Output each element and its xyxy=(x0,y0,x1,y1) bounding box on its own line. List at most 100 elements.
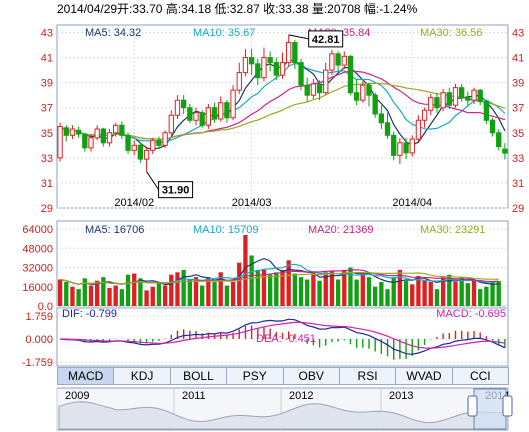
volume-tick-label: 16000 xyxy=(22,282,53,294)
price-tick-right: 29 xyxy=(512,203,524,215)
volume-bar xyxy=(107,287,112,306)
overview-area xyxy=(58,401,507,430)
volume-bar xyxy=(422,280,427,306)
volume-bar xyxy=(385,289,390,306)
candle-body xyxy=(69,128,76,136)
volume-bar xyxy=(237,262,242,306)
candle-body xyxy=(187,107,193,121)
volume-bar xyxy=(144,290,149,306)
price-tick-right: 31 xyxy=(512,178,524,190)
volume-tick-label: 0.0 xyxy=(38,301,53,313)
candle-body xyxy=(113,124,119,134)
volume-bar xyxy=(274,272,279,306)
price-tick-left: 41 xyxy=(41,53,53,65)
candle-body xyxy=(199,112,205,126)
candle-body xyxy=(428,97,434,111)
volume-bar xyxy=(496,281,501,306)
volume-bar xyxy=(162,285,168,306)
volume-bar xyxy=(311,274,316,306)
macd-dea-line xyxy=(60,321,506,349)
candle-body xyxy=(323,69,329,94)
volume-bar xyxy=(230,281,236,306)
candle-body xyxy=(143,149,150,160)
candle-body xyxy=(230,89,236,119)
volume-bar xyxy=(286,260,291,306)
volume-bar xyxy=(471,280,477,306)
volume-bar xyxy=(181,269,186,306)
volume-bar xyxy=(156,281,162,306)
candle-body xyxy=(496,132,502,148)
candle-body xyxy=(452,87,459,106)
volume-bar xyxy=(335,279,341,306)
candle-body xyxy=(292,42,298,64)
annotation-label: 42.81 xyxy=(312,34,340,46)
candle-body xyxy=(106,132,113,144)
tab-macd[interactable]: MACD xyxy=(58,368,115,384)
price-tick-left: 43 xyxy=(41,28,53,40)
volume-bar xyxy=(323,272,328,306)
macd-legend-macd: MACD: -0.695 xyxy=(436,308,506,320)
candle-body xyxy=(63,127,69,136)
volume-bar xyxy=(76,289,81,306)
volume-bar xyxy=(459,277,464,306)
candle-body xyxy=(193,112,199,121)
tab-psy[interactable]: PSY xyxy=(227,368,284,384)
candle-body xyxy=(57,126,63,159)
volume-bar xyxy=(224,285,230,306)
volume-legend-ma10: MA10: 15709 xyxy=(193,224,258,236)
volume-bar xyxy=(255,269,260,306)
candle-body xyxy=(255,63,261,79)
volume-bar xyxy=(187,279,192,306)
tab-cci[interactable]: CCI xyxy=(469,369,491,383)
candle-body xyxy=(310,83,317,96)
tab-wvad[interactable]: WVAD xyxy=(396,368,453,384)
date-tick-label: 2014/02 xyxy=(114,197,154,209)
macd-tick-label: 1.759 xyxy=(25,311,53,323)
tab-rsi[interactable]: RSI xyxy=(340,368,397,384)
date-tick-label: 2014/03 xyxy=(232,197,272,209)
candle-body xyxy=(483,100,490,121)
indicator-tab-bar: MACD KDJ BOLL PSY OBV RSI WVAD CCI xyxy=(57,367,509,385)
candle-body xyxy=(119,124,125,136)
volume-ma30-line xyxy=(59,271,499,285)
candle-body xyxy=(489,119,496,134)
candle-body xyxy=(75,129,82,135)
candle-body xyxy=(316,83,323,94)
annotation-leader xyxy=(146,171,159,190)
price-tick-left: 37 xyxy=(41,103,53,115)
price-tick-left: 29 xyxy=(41,203,53,215)
price-legend-ma5: MA5: 34.32 xyxy=(85,27,141,39)
volume-bar xyxy=(410,284,415,306)
volume-bar xyxy=(397,269,403,306)
candle-body xyxy=(384,122,391,136)
volume-bar xyxy=(478,289,483,306)
candle-body xyxy=(168,114,174,134)
candle-body xyxy=(125,134,131,151)
volume-bar xyxy=(379,281,384,306)
candle-body xyxy=(341,55,347,66)
volume-bar xyxy=(366,277,372,306)
tab-obv[interactable]: OBV xyxy=(284,368,340,384)
volume-bar xyxy=(70,286,75,306)
overview-year-label: 2012 xyxy=(289,390,313,402)
candle-body xyxy=(465,97,471,101)
candle-body xyxy=(242,57,249,74)
candle-body xyxy=(298,62,304,86)
volume-bar xyxy=(82,278,87,306)
candle-body xyxy=(304,84,310,96)
price-tick-right: 39 xyxy=(512,78,524,90)
candle-body xyxy=(150,139,156,151)
volume-bar xyxy=(373,286,378,306)
candle-body xyxy=(329,53,335,71)
price-tick-left: 39 xyxy=(41,78,53,90)
candle-body xyxy=(88,137,94,149)
tab-boll[interactable]: BOLL xyxy=(171,368,228,384)
volume-bar xyxy=(212,281,217,306)
annotation-box xyxy=(158,181,194,199)
tab-kdj[interactable]: KDJ xyxy=(114,368,171,384)
volume-tick-label: 48000 xyxy=(22,243,53,255)
volume-bar xyxy=(138,278,143,306)
volume-bar xyxy=(193,277,199,306)
candle-body xyxy=(224,102,230,119)
volume-bar xyxy=(243,235,248,306)
